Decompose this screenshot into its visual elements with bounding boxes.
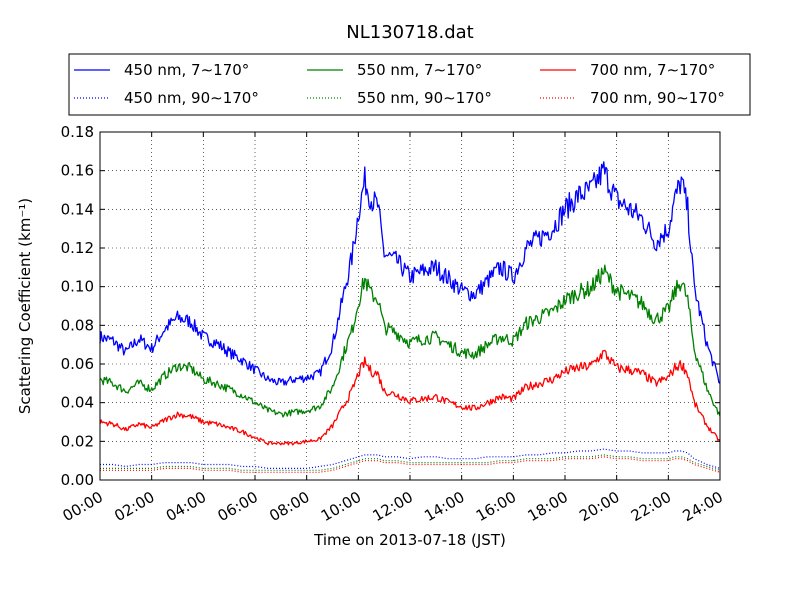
x-tick-label: 06:00 (215, 488, 261, 525)
series-line (100, 454, 721, 471)
y-tick-label: 0.10 (61, 278, 94, 296)
legend-label: 550 nm, 90∼170° (357, 89, 492, 107)
y-tick-label: 0.02 (61, 432, 94, 450)
axis-ticks: 00:00 02:00 04:00 06:00 08:00 10:00 12:00 14:00… (60, 123, 726, 525)
legend-box (68, 53, 751, 116)
legend: 450 nm, 7∼170° 550 nm, 7∼170° 700 nm, 7∼17… (68, 53, 751, 116)
series-line (100, 448, 721, 469)
grid-lines (100, 132, 720, 480)
y-tick-label: 0.14 (61, 200, 94, 218)
legend-label: 550 nm, 7∼170° (357, 61, 482, 79)
x-tick-label: 08:00 (266, 488, 312, 525)
x-tick-label: 14:00 (421, 488, 467, 525)
x-tick-label: 20:00 (576, 488, 622, 525)
y-tick-label: 0.18 (61, 123, 94, 141)
x-tick-label: 02:00 (111, 488, 157, 525)
x-tick-label: 10:00 (318, 488, 364, 525)
y-axis-label: Scattering Coefficient (km⁻¹) (16, 198, 34, 414)
x-tick-label: 24:00 (680, 488, 726, 525)
series-lines (99, 161, 721, 473)
series-line (99, 161, 721, 386)
x-tick-label: 12:00 (370, 488, 416, 525)
x-tick-label: 22:00 (628, 488, 674, 525)
series-line (100, 456, 721, 473)
legend-label: 450 nm, 7∼170° (124, 61, 249, 79)
y-tick-label: 0.06 (61, 355, 94, 373)
x-axis-label: Time on 2013-07-18 (JST) (313, 531, 506, 549)
chart-title: NL130718.dat (346, 22, 473, 43)
y-tick-label: 0.12 (61, 239, 94, 257)
series-line (99, 349, 721, 446)
x-tick-label: 00:00 (60, 488, 106, 525)
y-tick-label: 0.08 (61, 316, 94, 334)
legend-label: 700 nm, 7∼170° (590, 61, 715, 79)
x-tick-label: 18:00 (525, 488, 571, 525)
legend-label: 450 nm, 90∼170° (124, 89, 259, 107)
series-line (99, 264, 721, 418)
x-tick-label: 16:00 (473, 488, 519, 525)
x-tick-label: 04:00 (163, 488, 209, 525)
y-tick-label: 0.00 (61, 471, 94, 489)
y-tick-label: 0.16 (61, 162, 94, 180)
legend-label: 700 nm, 90∼170° (590, 89, 725, 107)
y-tick-label: 0.04 (61, 394, 94, 412)
